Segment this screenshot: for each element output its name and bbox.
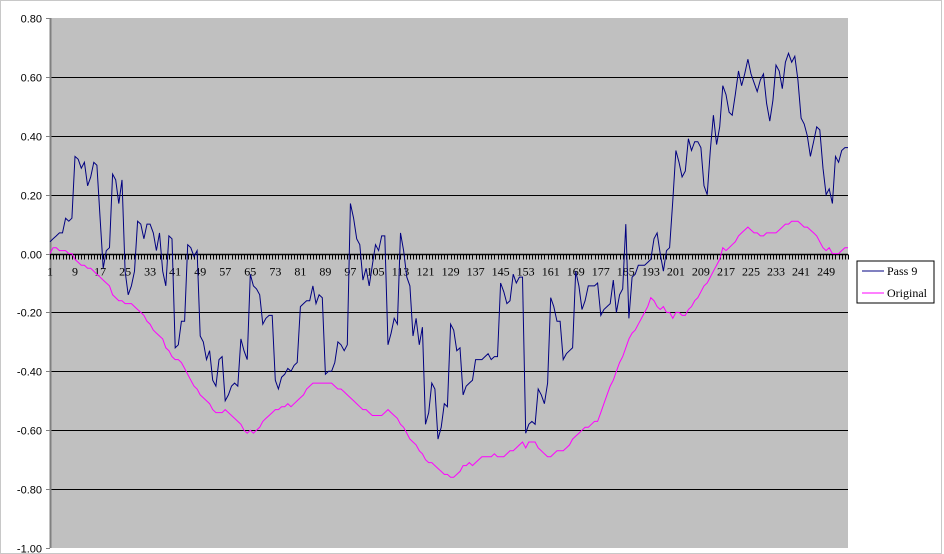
x-tick-label: 65 <box>244 265 256 279</box>
x-tick-label: 241 <box>792 265 810 279</box>
y-tick-label: 0.60 <box>21 73 42 85</box>
y-tick-label: 0.80 <box>21 14 42 26</box>
series-line-original <box>49 220 848 478</box>
x-tick-label: 129 <box>442 265 460 279</box>
x-tick-label: 1 <box>47 265 53 279</box>
legend-box <box>856 260 935 304</box>
legend-label-original: Original <box>887 286 928 300</box>
series-lines <box>49 51 849 478</box>
y-tick-label: -0.40 <box>17 367 42 379</box>
plot-area <box>50 18 848 548</box>
series-points-original <box>49 221 849 478</box>
legend-label-pass-9: Pass 9 <box>887 264 917 278</box>
x-tick-label: 49 <box>194 265 206 279</box>
y-tick-label: 0.00 <box>21 250 42 262</box>
y-tick-label: 0.20 <box>21 191 42 203</box>
x-tick-label: 9 <box>72 265 78 279</box>
series-points-pass-9 <box>49 53 849 440</box>
x-tick-label: 217 <box>717 265 735 279</box>
x-tick-label: 225 <box>742 265 760 279</box>
x-tick-label: 73 <box>269 265 281 279</box>
x-tick-label: 33 <box>144 265 156 279</box>
x-tick-label: 161 <box>542 265 560 279</box>
y-axis: 0.80 0.60 0.40 0.20 0.00 -0.20 -0.40 -0.60 -0.80… <box>17 14 52 554</box>
x-tick-label: 57 <box>219 265 231 279</box>
x-tick-label: 177 <box>592 265 610 279</box>
x-tick-label: 81 <box>294 265 306 279</box>
x-tick-label: 201 <box>667 265 685 279</box>
y-tick-label: -0.20 <box>17 308 42 320</box>
x-tick-label: 105 <box>366 265 384 279</box>
y-tick-label: -0.60 <box>17 426 42 438</box>
x-tick-label: 193 <box>642 265 660 279</box>
x-tick-label: 137 <box>467 265 485 279</box>
x-tick-label: 185 <box>617 265 635 279</box>
x-tick-label: 97 <box>344 265 356 279</box>
x-tick-label: 209 <box>692 265 710 279</box>
series-line-pass-9 <box>49 51 848 440</box>
x-tick-label: 41 <box>169 265 181 279</box>
x-tick-label: 145 <box>492 265 510 279</box>
legend: Pass 9 Original <box>856 260 935 304</box>
x-tick-label: 153 <box>517 265 535 279</box>
x-tick-label: 249 <box>817 265 835 279</box>
y-tick-label: 0.40 <box>21 132 42 144</box>
x-tick-label: 113 <box>392 265 410 279</box>
y-tick-label: -1.00 <box>17 544 42 554</box>
y-tick-label: -0.80 <box>17 485 42 497</box>
x-tick-label: 233 <box>767 265 785 279</box>
x-tick-label: 89 <box>319 265 331 279</box>
x-tick-label: 121 <box>417 265 435 279</box>
